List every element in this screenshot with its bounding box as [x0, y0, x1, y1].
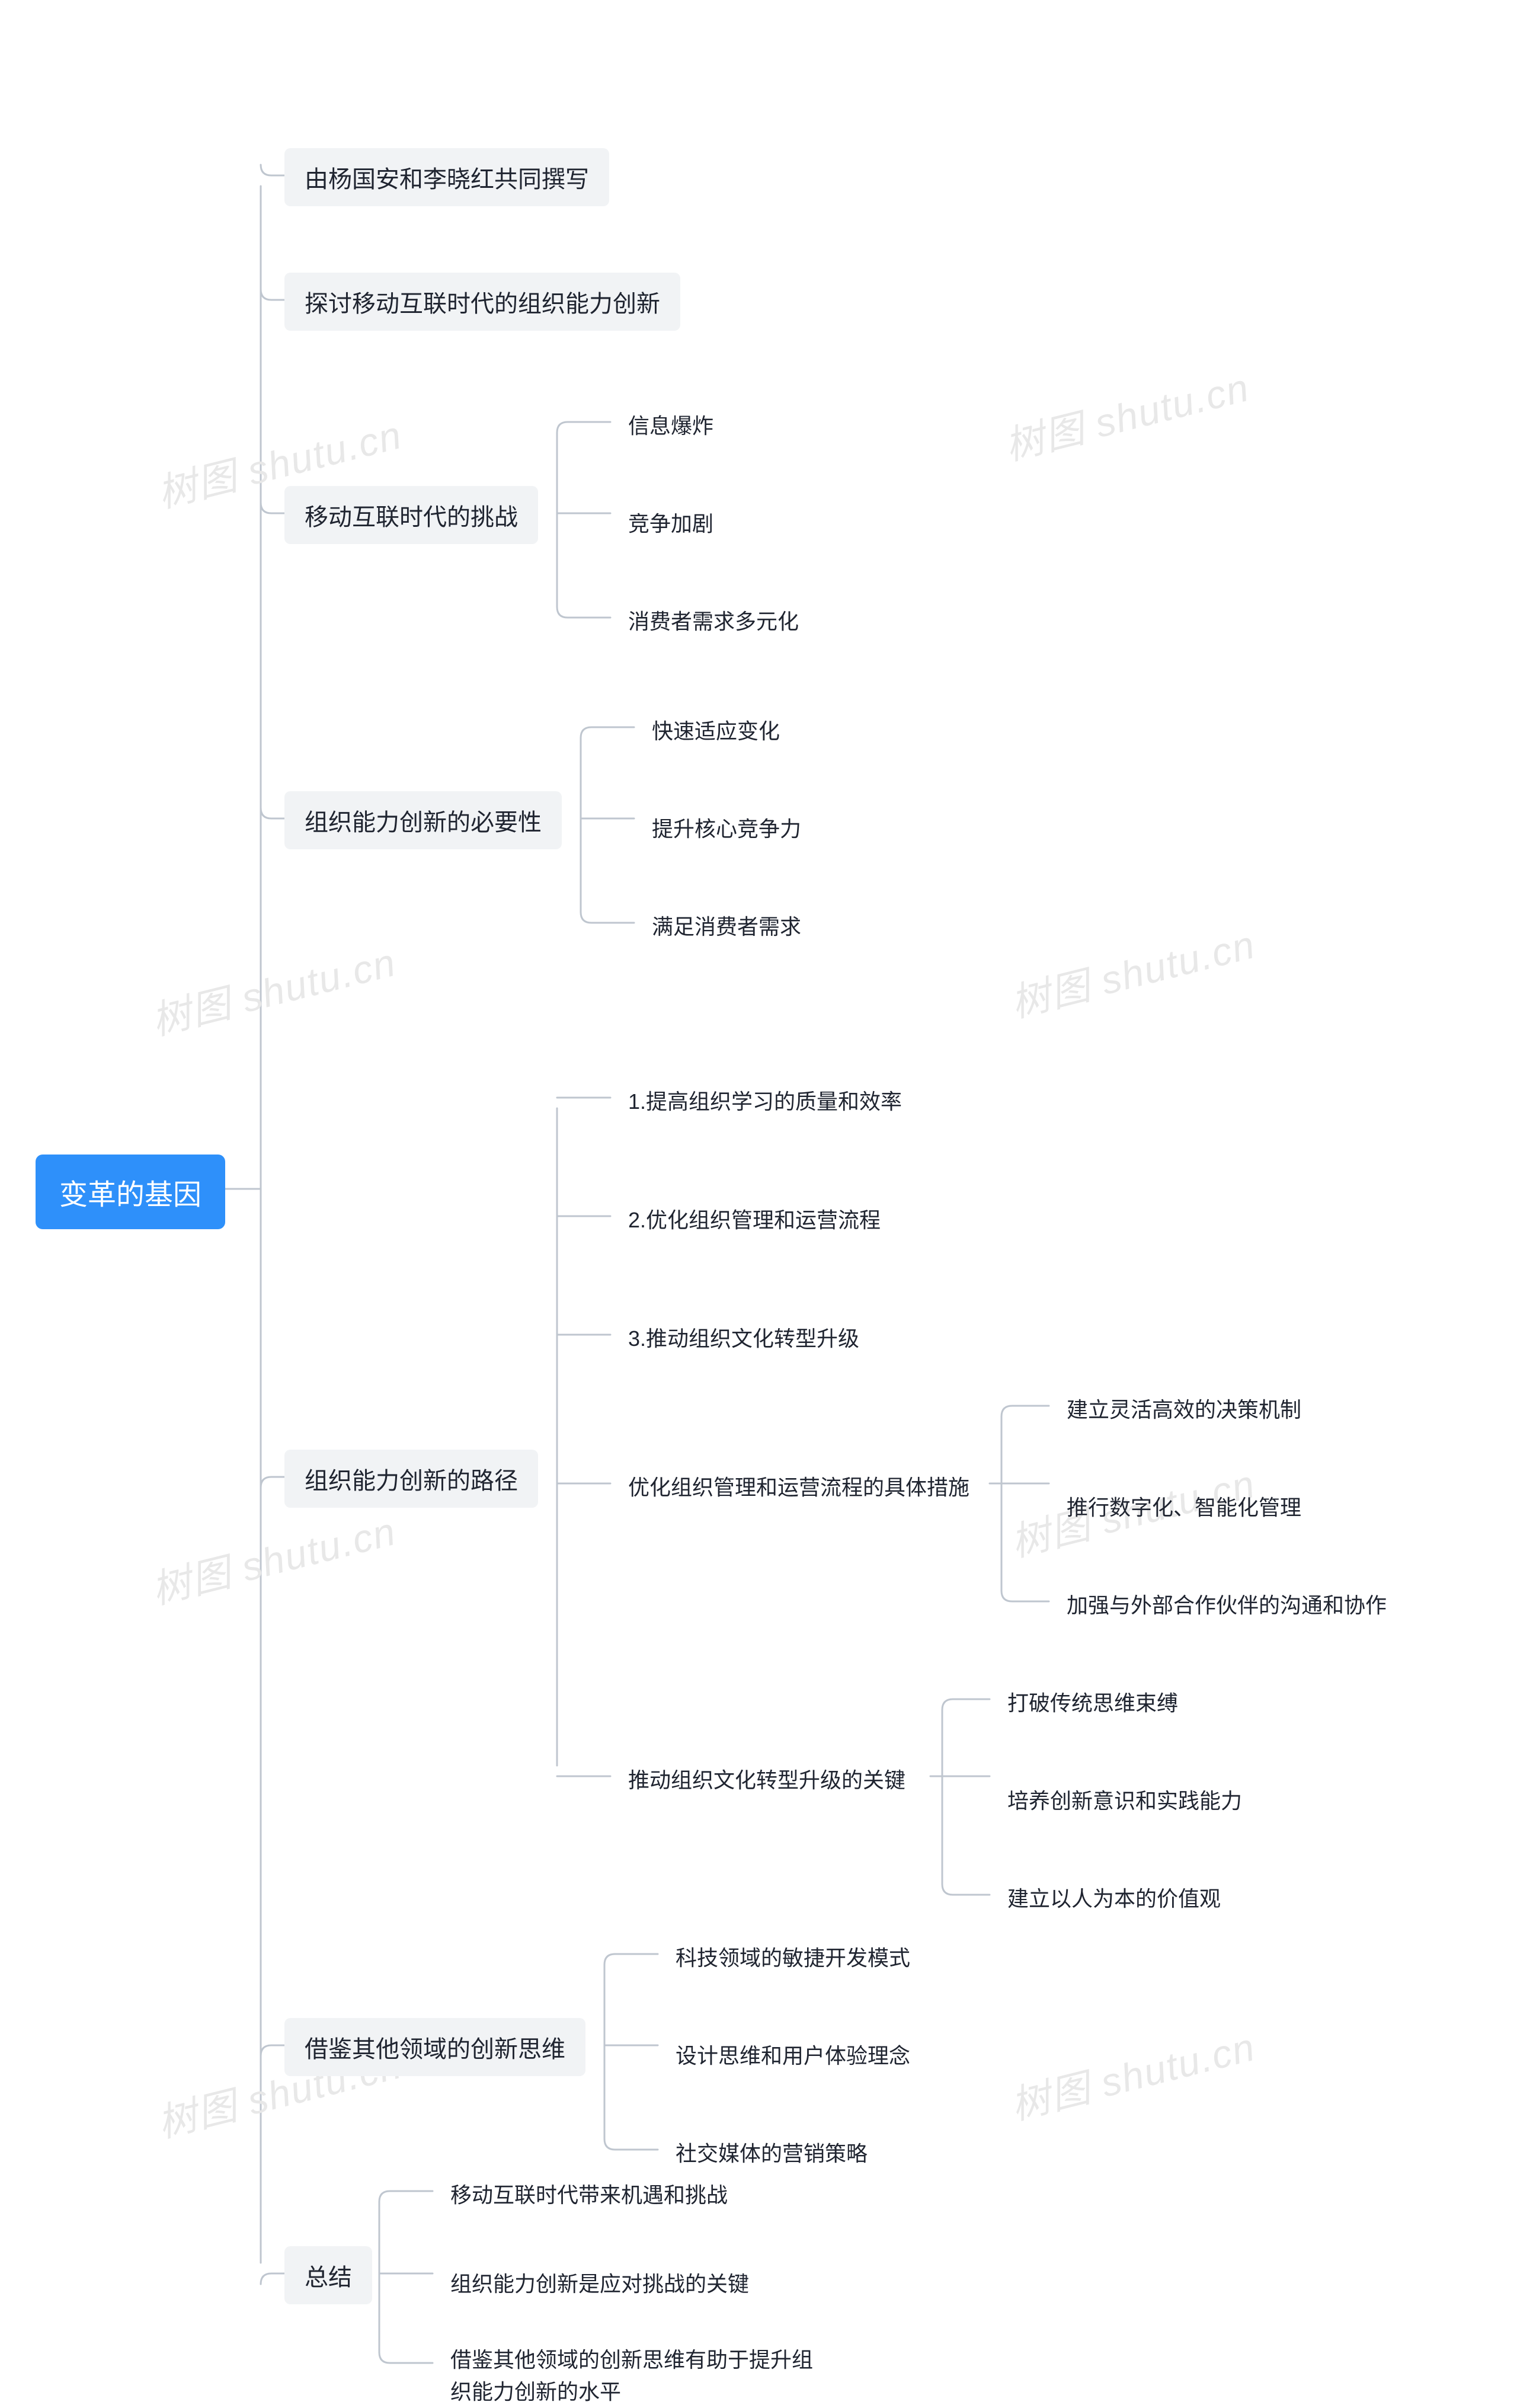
level2-node: 2.优化组织管理和运营流程: [628, 1203, 881, 1234]
level2-node: 1.提高组织学习的质量和效率: [628, 1085, 902, 1115]
level1-node: 探讨移动互联时代的组织能力创新: [284, 273, 680, 331]
level2-node: 设计思维和用户体验理念: [676, 2039, 910, 2070]
level3-node: 打破传统思维束缚: [1007, 1686, 1178, 1717]
level1-node: 移动互联时代的挑战: [284, 486, 538, 544]
level2-node: 优化组织管理和运营流程的具体措施: [628, 1470, 969, 1501]
level2-node: 借鉴其他领域的创新思维有助于提升组织能力创新的水平: [450, 2344, 818, 2408]
level1-node: 总结: [284, 2246, 372, 2304]
level2-node: 提升核心竞争力: [652, 812, 801, 843]
level3-node: 加强与外部合作伙伴的沟通和协作: [1067, 1588, 1387, 1619]
watermark: 树图 shutu.cn: [145, 1499, 402, 1615]
watermark: 树图 shutu.cn: [998, 356, 1255, 471]
level3-node: 建立灵活高效的决策机制: [1067, 1393, 1301, 1424]
level2-node: 推动组织文化转型升级的关键: [628, 1763, 905, 1794]
level2-node: 科技领域的敏捷开发模式: [676, 1941, 910, 1972]
level2-node: 满足消费者需求: [652, 910, 801, 941]
watermark: 树图 shutu.cn: [1004, 2015, 1261, 2131]
level1-node: 由杨国安和李晓红共同撰写: [284, 148, 609, 206]
level3-node: 培养创新意识和实践能力: [1007, 1784, 1242, 1815]
level2-node: 组织能力创新是应对挑战的关键: [450, 2267, 749, 2298]
level3-node: 推行数字化、智能化管理: [1067, 1491, 1301, 1521]
level2-node: 消费者需求多元化: [628, 605, 799, 635]
level2-node: 快速适应变化: [652, 714, 780, 745]
level1-node: 借鉴其他领域的创新思维: [284, 2018, 585, 2076]
level3-node: 建立以人为本的价值观: [1007, 1882, 1221, 1913]
root-node: 变革的基因: [36, 1155, 225, 1229]
level2-node: 3.推动组织文化转型升级: [628, 1322, 859, 1352]
watermark: 树图 shutu.cn: [145, 930, 402, 1046]
level2-node: 信息爆炸: [628, 409, 713, 440]
watermark: 树图 shutu.cn: [1004, 913, 1261, 1028]
level2-node: 竞争加剧: [628, 507, 713, 538]
level2-node: 移动互联时代带来机遇和挑战: [450, 2178, 728, 2209]
level1-node: 组织能力创新的路径: [284, 1450, 538, 1508]
level1-node: 组织能力创新的必要性: [284, 791, 562, 849]
level2-node: 社交媒体的营销策略: [676, 2137, 868, 2167]
connectors-svg: [0, 0, 1517, 2396]
